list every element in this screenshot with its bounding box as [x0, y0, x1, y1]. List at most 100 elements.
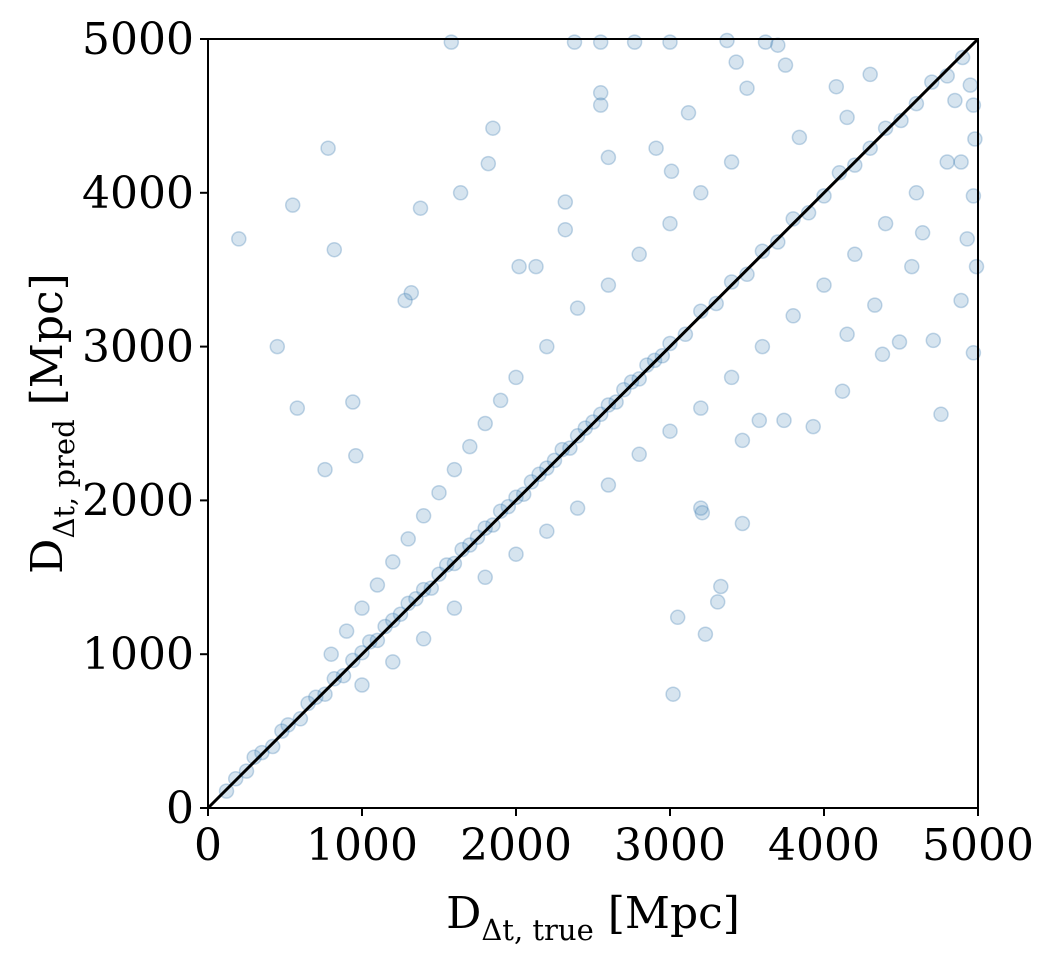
data-point: [874, 346, 891, 363]
data-point: [693, 400, 709, 416]
data-point: [308, 689, 324, 706]
data-point: [816, 277, 832, 293]
data-point: [734, 515, 751, 532]
x-axis-label-unit: [Mpc]: [594, 888, 740, 939]
data-point: [965, 188, 982, 204]
data-point: [508, 489, 524, 506]
data-point: [511, 258, 527, 275]
data-point: [523, 474, 540, 490]
data-point: [600, 149, 617, 166]
x-axis-ticks: 0 1000 2000 3000 4000 5000: [194, 808, 1034, 871]
data-point: [477, 415, 493, 432]
data-point: [338, 623, 355, 639]
data-point: [508, 369, 524, 386]
data-point: [893, 112, 909, 129]
plot-frame: [207, 38, 979, 809]
data-point: [914, 225, 931, 241]
data-point: [280, 717, 296, 733]
data-point: [839, 109, 855, 126]
data-point: [600, 397, 617, 413]
data-point: [693, 185, 709, 201]
data-point: [862, 66, 878, 83]
data-point: [709, 594, 726, 610]
data-point: [554, 441, 570, 458]
data-point: [412, 200, 429, 216]
data-point: [454, 541, 470, 558]
data-point: [323, 646, 339, 662]
data-point: [539, 523, 555, 539]
data-point: [492, 503, 509, 519]
data-point: [415, 631, 432, 647]
data-point: [264, 738, 281, 755]
data-point: [663, 163, 680, 180]
data-point: [728, 54, 744, 70]
data-point: [508, 546, 524, 562]
data-point: [713, 578, 729, 595]
data-point: [557, 221, 574, 238]
data-point: [446, 461, 463, 478]
data-point: [403, 285, 420, 301]
data-point: [452, 185, 469, 201]
y-tick-label: 4000: [82, 168, 194, 219]
data-point: [462, 438, 478, 455]
data-point: [831, 165, 848, 181]
data-point: [847, 246, 863, 263]
data-point: [662, 423, 678, 439]
data-point: [839, 326, 855, 343]
data-point: [669, 609, 686, 626]
data-point: [939, 154, 955, 170]
data-point: [665, 686, 681, 702]
data-point: [770, 37, 786, 53]
data-point: [569, 428, 586, 444]
x-tick-label: 0: [194, 820, 222, 871]
data-point: [834, 383, 851, 399]
data-point: [877, 215, 894, 232]
data-point: [345, 652, 361, 669]
data-point: [867, 297, 883, 313]
data-point: [953, 154, 969, 170]
data-point: [777, 57, 794, 73]
data-point: [631, 446, 647, 463]
data-point: [354, 600, 370, 616]
data-point: [924, 74, 940, 90]
data-point: [317, 686, 333, 702]
y-axis-label: DΔt, pred [Mpc]: [22, 273, 81, 574]
data-point: [292, 711, 309, 727]
data-point: [968, 258, 985, 275]
data-point: [648, 140, 664, 156]
data-point: [694, 504, 711, 521]
x-axis-label-main: D: [446, 888, 481, 939]
data-point: [791, 129, 808, 146]
data-point: [477, 520, 493, 536]
data-point: [485, 120, 501, 136]
data-point: [431, 484, 447, 501]
data-point: [626, 34, 643, 50]
x-axis-label-subscript: Δt, true: [481, 913, 593, 947]
data-point: [438, 557, 455, 573]
y-tick-label: 1000: [82, 629, 194, 680]
data-point: [369, 577, 386, 593]
data-point: [600, 277, 617, 293]
data-point: [326, 671, 343, 687]
data-point: [269, 338, 286, 355]
x-tick-label: 1000: [306, 820, 418, 871]
x-tick-label: 4000: [768, 820, 880, 871]
data-point: [539, 338, 555, 355]
data-point: [954, 49, 971, 66]
data-point: [423, 580, 440, 596]
data-point: [623, 374, 640, 390]
data-point: [289, 400, 306, 416]
data-point: [965, 345, 982, 361]
data-point: [600, 477, 617, 493]
data-point: [377, 618, 393, 635]
data-point: [317, 461, 333, 478]
data-point: [528, 258, 544, 275]
data-point: [785, 308, 801, 324]
data-point: [800, 205, 817, 221]
data-point: [947, 92, 963, 109]
data-point: [723, 154, 740, 170]
data-point: [348, 448, 364, 464]
data-point: [693, 500, 709, 516]
data-point: [805, 418, 821, 435]
data-point: [723, 369, 740, 386]
